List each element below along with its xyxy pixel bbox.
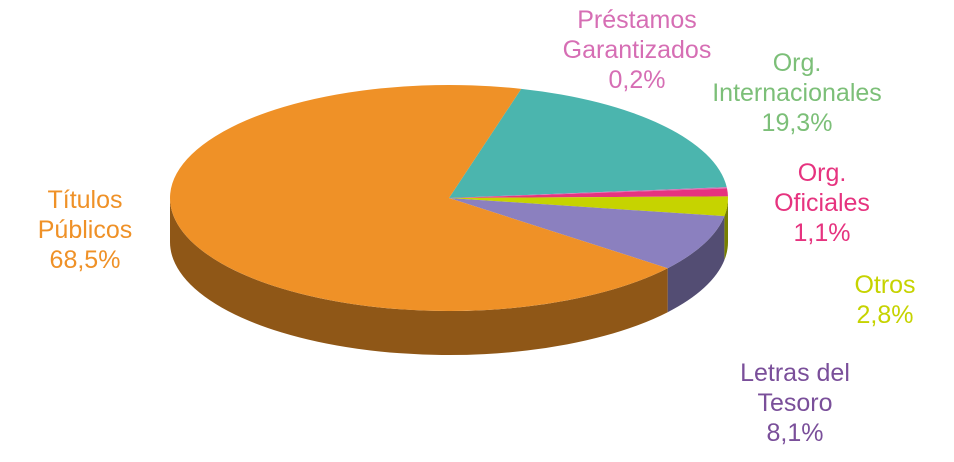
slice-label: Letras del Tesoro 8,1% [720, 358, 870, 448]
slice [449, 196, 729, 217]
category-name: Org. Oficiales [774, 159, 870, 217]
category-name: Otros [854, 271, 916, 299]
slice-side [170, 198, 668, 355]
slice-side [667, 216, 725, 313]
slice-label: Org. Oficiales 1,1% [762, 158, 882, 248]
slice-label: Otros 2,8% [835, 270, 935, 330]
slice-side [724, 198, 728, 261]
value-label: 2,8% [856, 301, 914, 329]
slice [169, 85, 668, 312]
slice [449, 88, 727, 198]
category-name: Préstamos Garantizados [562, 6, 712, 64]
value-label: 8,1% [766, 419, 824, 447]
value-label: 1,1% [793, 219, 851, 247]
category-name: Letras del Tesoro [740, 359, 850, 417]
category-name: Org. Internacionales [712, 49, 882, 107]
slice [449, 187, 728, 198]
slice-label: Org. Internacionales 19,3% [707, 48, 887, 138]
slice [449, 188, 728, 198]
value-label: 0,2% [608, 66, 666, 94]
slice-label: Títulos Públicos 68,5% [25, 185, 145, 275]
value-label: 19,3% [761, 109, 833, 137]
slice-label: Préstamos Garantizados 0,2% [557, 5, 717, 95]
category-name: Títulos Públicos [37, 186, 133, 244]
slice [449, 198, 725, 269]
value-label: 68,5% [49, 246, 121, 274]
